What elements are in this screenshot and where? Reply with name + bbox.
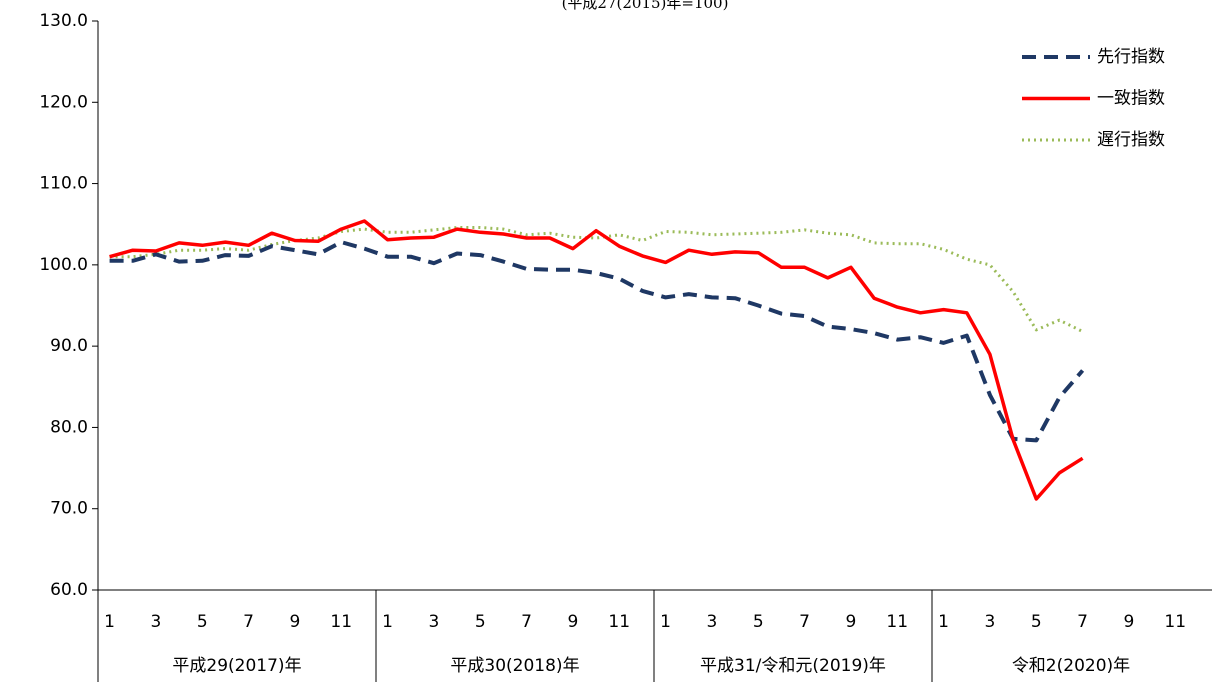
x-tick-label: 7 [799,612,810,632]
legend-label: 先行指数 [1097,47,1165,67]
x-tick-label: 3 [151,612,162,632]
y-tick-label: 60.0 [50,580,88,600]
chart-subtitle: (平成27(2015)年=100) [562,0,729,12]
group-label: 平成29(2017)年 [172,656,301,676]
x-tick-label: 5 [475,612,486,632]
y-tick-label: 70.0 [50,499,88,519]
x-tick-label: 9 [568,612,579,632]
x-tick-label: 11 [886,612,908,632]
series-line [109,219,1084,501]
y-tick-label: 80.0 [50,417,88,437]
x-tick-label: 1 [938,612,949,632]
x-tick-label: 7 [521,612,532,632]
x-tick-label: 11 [1164,612,1186,632]
y-tick-label: 100.0 [39,255,88,275]
x-tick-label: 1 [104,612,115,632]
x-tick-label: 9 [846,612,857,632]
x-tick-label: 3 [429,612,440,632]
group-label: 平成31/令和元(2019)年 [700,656,886,676]
x-tick-label: 5 [197,612,208,632]
legend-label: 遅行指数 [1097,130,1165,150]
x-tick-label: 1 [660,612,671,632]
x-tick-label: 5 [1031,612,1042,632]
x-tick-label: 3 [707,612,718,632]
x-tick-label: 5 [753,612,764,632]
x-tick-label: 11 [608,612,630,632]
x-tick-label: 3 [985,612,996,632]
y-tick-label: 90.0 [50,336,88,356]
group-label: 令和2(2020)年 [1012,656,1130,676]
y-tick-label: 120.0 [39,92,88,112]
x-tick-label: 7 [243,612,254,632]
legend-label: 一致指数 [1097,89,1165,109]
x-tick-label: 11 [330,612,352,632]
x-tick-label: 9 [290,612,301,632]
y-tick-label: 130.0 [39,11,88,31]
series-line [109,240,1085,443]
x-tick-label: 7 [1077,612,1088,632]
x-tick-label: 1 [382,612,393,632]
y-tick-label: 110.0 [39,174,88,194]
x-tick-label: 9 [1124,612,1135,632]
group-label: 平成30(2018)年 [450,656,579,676]
